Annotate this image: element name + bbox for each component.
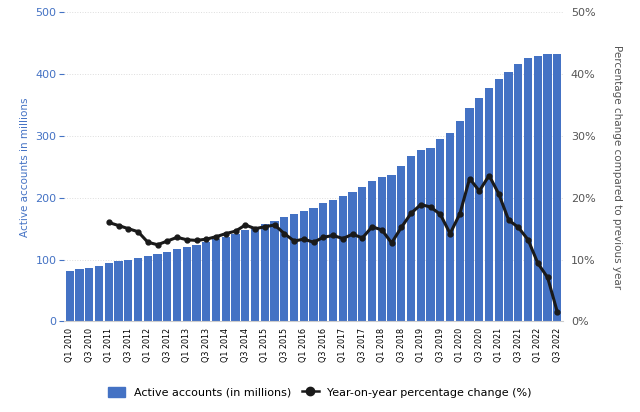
Bar	[504, 73, 513, 321]
Bar	[154, 254, 162, 321]
Bar	[524, 58, 532, 321]
Bar	[173, 249, 181, 321]
Bar	[182, 247, 191, 321]
Bar	[144, 256, 152, 321]
Bar	[543, 54, 552, 321]
Legend: Active accounts (in millions), Year-on-year percentage change (%): Active accounts (in millions), Year-on-y…	[104, 383, 536, 403]
Bar	[115, 262, 123, 321]
Bar	[105, 263, 113, 321]
Bar	[280, 217, 289, 321]
Bar	[221, 236, 230, 321]
Bar	[436, 139, 445, 321]
Bar	[212, 239, 220, 321]
Bar	[193, 246, 201, 321]
Bar	[397, 166, 406, 321]
Bar	[368, 181, 376, 321]
Bar	[271, 221, 279, 321]
Bar	[310, 208, 317, 321]
Bar	[329, 200, 337, 321]
Bar	[290, 215, 298, 321]
Bar	[417, 150, 425, 321]
Bar	[202, 242, 211, 321]
Bar	[465, 108, 474, 321]
Bar	[534, 56, 542, 321]
Bar	[66, 272, 74, 321]
Bar	[378, 178, 386, 321]
Bar	[163, 251, 172, 321]
Bar	[476, 98, 483, 321]
Y-axis label: Active accounts in millions: Active accounts in millions	[20, 97, 29, 236]
Bar	[426, 148, 435, 321]
Bar	[358, 187, 367, 321]
Bar	[124, 260, 132, 321]
Bar	[232, 234, 240, 321]
Bar	[251, 227, 259, 321]
Y-axis label: Percentage change compared to previous year: Percentage change compared to previous y…	[612, 45, 622, 289]
Bar	[387, 175, 396, 321]
Bar	[553, 54, 561, 321]
Bar	[485, 89, 493, 321]
Bar	[407, 157, 415, 321]
Bar	[446, 133, 454, 321]
Bar	[76, 269, 84, 321]
Bar	[241, 230, 250, 321]
Bar	[85, 268, 93, 321]
Bar	[339, 196, 347, 321]
Bar	[456, 121, 464, 321]
Bar	[514, 64, 522, 321]
Bar	[260, 224, 269, 321]
Bar	[319, 203, 328, 321]
Bar	[95, 266, 103, 321]
Bar	[300, 211, 308, 321]
Bar	[134, 258, 142, 321]
Bar	[348, 192, 356, 321]
Bar	[495, 79, 503, 321]
